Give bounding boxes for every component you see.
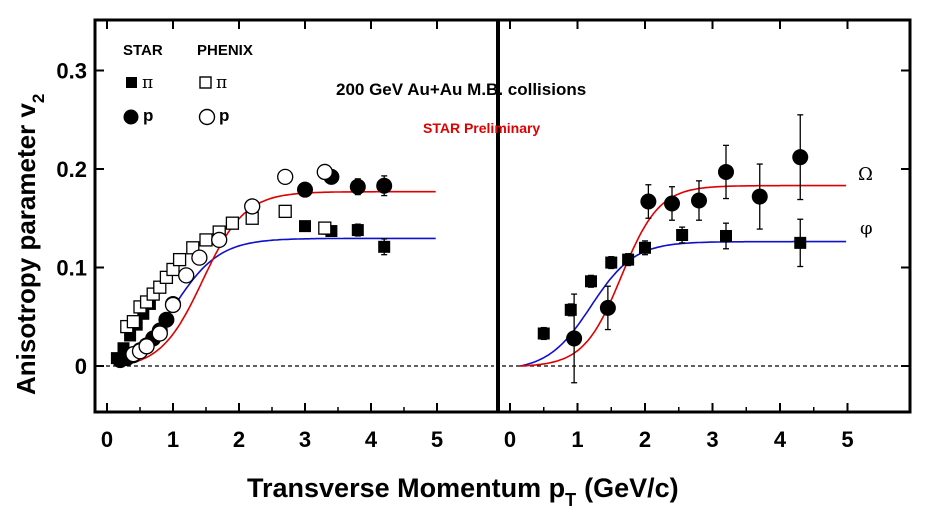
right-filled-square-point xyxy=(794,236,807,249)
y-tick-label: 0.3 xyxy=(56,59,87,84)
left-filled-circle-point xyxy=(158,311,175,328)
left-open-square-point xyxy=(225,216,240,230)
left-open-square-point xyxy=(199,233,213,247)
right-filled-circle-point xyxy=(718,163,734,180)
left-open-square-point xyxy=(318,221,332,235)
right-filled-square-point xyxy=(720,229,732,242)
collision-annotation: 200 GeV Au+Au M.B. collisions xyxy=(336,80,586,99)
left-filled-circle-point xyxy=(376,177,393,194)
legend-phenix-pi-marker xyxy=(199,76,212,89)
right-filled-square-point xyxy=(585,275,597,288)
right-filled-square-point xyxy=(639,241,651,254)
left-open-circle-point xyxy=(211,231,228,249)
legend-star-pi-label: π xyxy=(142,73,153,93)
left-open-circle-point xyxy=(138,338,155,355)
left-open-circle-point xyxy=(244,198,261,215)
left-open-circle-point xyxy=(191,249,208,266)
left-open-circle-point xyxy=(178,267,195,284)
legend-phenix-pi-label: π xyxy=(216,73,227,93)
left-filled-circle-point xyxy=(297,181,313,198)
left-open-square-point xyxy=(278,204,292,219)
right-x-tick-label: 5 xyxy=(841,427,853,452)
left-x-tick-label: 4 xyxy=(365,427,378,452)
left-open-square-point xyxy=(126,315,141,329)
y-tick-label: 0 xyxy=(75,354,87,379)
preliminary-label: STAR Preliminary xyxy=(423,120,540,136)
right-filled-square-point xyxy=(537,327,550,340)
left-open-square-point xyxy=(172,252,187,267)
left-open-circle-point xyxy=(277,168,294,186)
right-x-tick-label: 1 xyxy=(571,427,583,452)
right-filled-square-point xyxy=(564,303,577,316)
left-open-circle-point xyxy=(151,325,168,342)
right-filled-circle-point xyxy=(751,188,768,205)
x-axis-title: Transverse Momentum pT (GeV/c) xyxy=(247,473,679,510)
right-x-tick-label: 2 xyxy=(639,427,651,452)
right-x-tick-label: 3 xyxy=(706,427,718,452)
legend-header-star: STAR xyxy=(123,42,163,59)
right-filled-circle-point xyxy=(792,149,809,166)
legend-star-pi-marker xyxy=(126,77,137,88)
left-open-circle-point xyxy=(164,296,182,314)
left-x-tick-label: 2 xyxy=(233,427,245,452)
left-x-tick-label: 0 xyxy=(101,427,113,452)
left-open-circle-point xyxy=(316,163,333,181)
left-pion-fit-curve xyxy=(116,237,436,367)
right-filled-square-point xyxy=(605,256,618,269)
right-filled-circle-point xyxy=(640,193,657,210)
right-filled-circle-point xyxy=(599,299,616,316)
left-filled-square-point xyxy=(378,240,391,253)
right-filled-square-point xyxy=(676,228,689,241)
y-tick-label: 0.2 xyxy=(56,157,87,182)
right-filled-circle-point xyxy=(691,192,707,209)
left-x-tick-label: 1 xyxy=(167,427,179,452)
left-filled-circle-point xyxy=(349,178,366,195)
legend-star-p-marker xyxy=(123,109,139,125)
right-filled-square-point xyxy=(622,253,635,266)
phi-series-label: φ xyxy=(860,218,873,239)
right-x-tick-label: 4 xyxy=(774,427,787,452)
y-axis-title: Anisotropy parameter v2 xyxy=(11,94,48,395)
right-filled-circle-point xyxy=(664,195,680,212)
y-tick-label: 0.1 xyxy=(56,256,87,281)
omega-series-label: Ω xyxy=(858,164,873,185)
legend-header-phenix: PHENIX xyxy=(197,42,253,59)
plot-frame xyxy=(93,18,912,414)
left-x-tick-label: 5 xyxy=(431,427,443,452)
left-filled-square-point xyxy=(299,220,311,233)
right-filled-circle-point xyxy=(566,330,583,347)
legend: STAR PHENIX π π p p xyxy=(123,42,253,126)
left-filled-square-point xyxy=(351,224,364,237)
legend-phenix-p-marker xyxy=(198,108,216,126)
left-x-tick-label: 3 xyxy=(299,427,311,452)
right-x-tick-label: 0 xyxy=(504,427,516,452)
legend-star-p-label: p xyxy=(143,106,153,125)
legend-phenix-p-label: p xyxy=(219,106,229,125)
